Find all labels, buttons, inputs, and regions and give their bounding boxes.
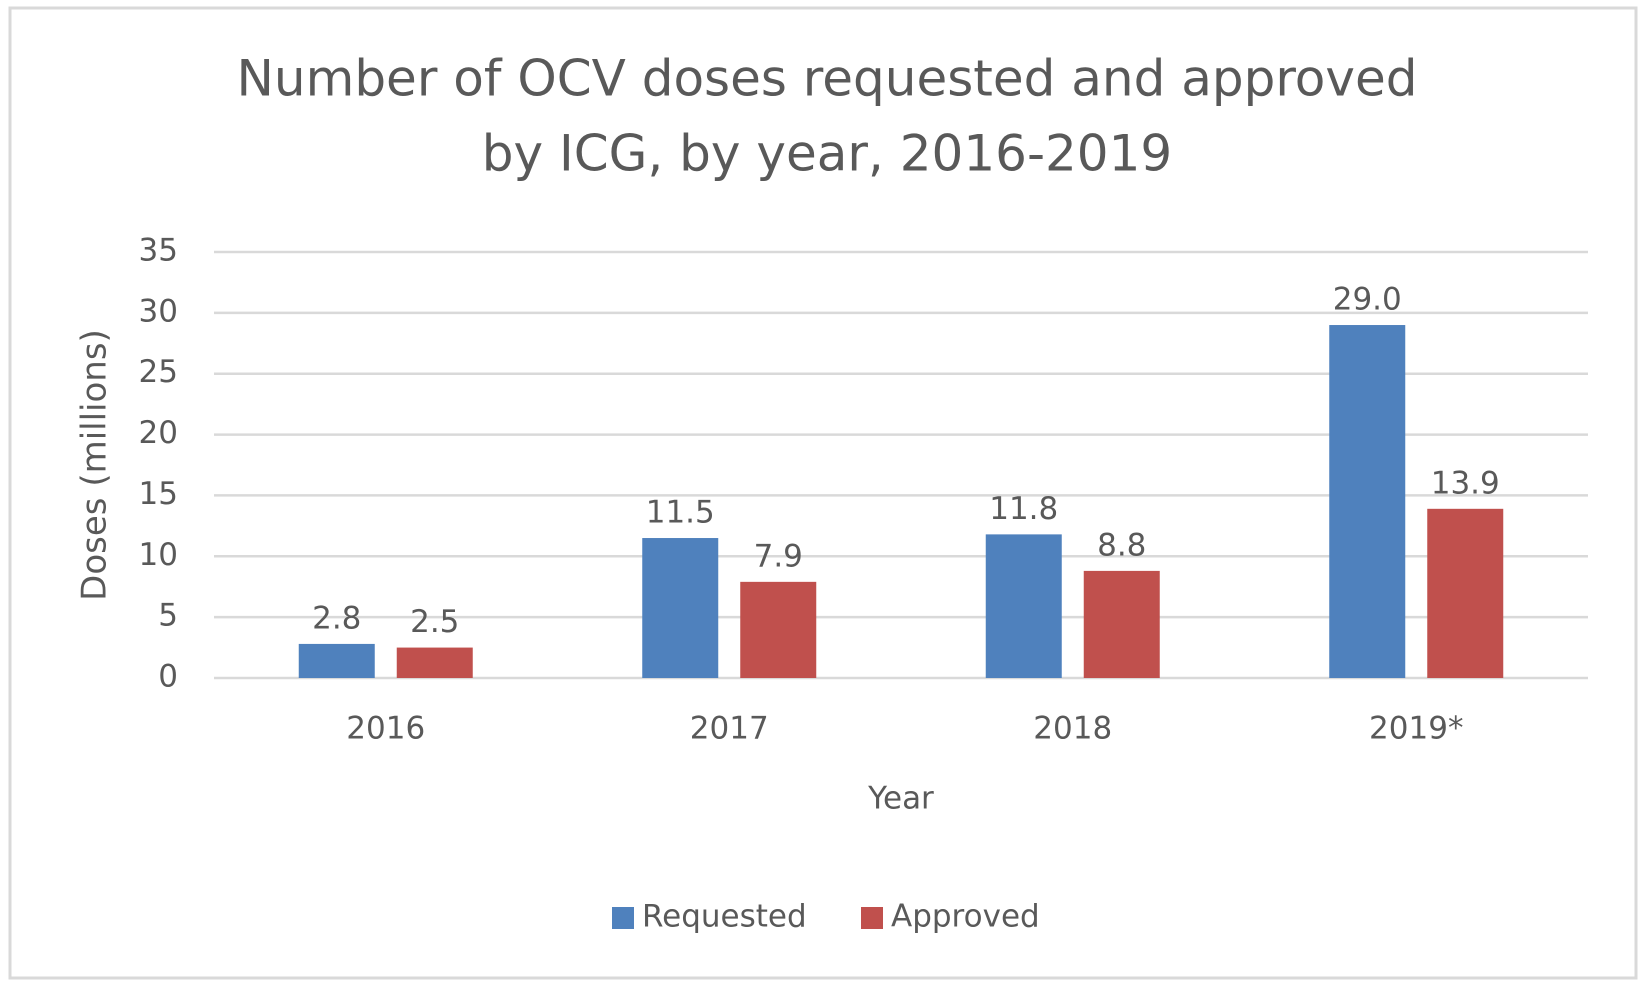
data-label: 11.5 — [646, 495, 715, 531]
data-label: 11.8 — [989, 491, 1058, 527]
x-tick-label: 2019* — [1369, 711, 1463, 747]
data-label: 8.8 — [1097, 527, 1146, 563]
bar — [1427, 508, 1504, 678]
data-label: 13.9 — [1431, 465, 1500, 501]
data-label: 7.9 — [754, 538, 803, 574]
data-label: 2.5 — [410, 604, 459, 640]
data-label: 2.8 — [312, 600, 361, 636]
y-tick-label: 0 — [158, 659, 178, 695]
y-tick-label: 20 — [139, 415, 178, 451]
bar — [298, 643, 375, 678]
y-tick-label: 25 — [139, 354, 178, 390]
y-tick-label: 30 — [139, 293, 178, 329]
x-axis-title: Year — [867, 781, 934, 817]
x-tick-label: 2017 — [690, 711, 769, 747]
bar — [1083, 570, 1160, 678]
x-tick-label: 2018 — [1033, 711, 1112, 747]
x-tick-label: 2016 — [346, 711, 425, 747]
bar — [740, 581, 817, 678]
legend-label: Requested — [642, 899, 807, 935]
legend-swatch — [861, 907, 883, 929]
chart-title: by ICG, by year, 2016-2019 — [482, 125, 1173, 183]
legend-label: Approved — [891, 899, 1040, 935]
bar — [1329, 325, 1406, 678]
y-axis-title: Doses (millions) — [75, 329, 115, 601]
data-label: 29.0 — [1333, 282, 1402, 318]
y-tick-label: 15 — [139, 476, 178, 512]
y-tick-label: 5 — [158, 598, 178, 634]
bar — [396, 647, 473, 678]
y-tick-label: 35 — [139, 233, 178, 269]
y-tick-label: 10 — [139, 537, 178, 573]
bar — [985, 534, 1062, 678]
bar — [642, 538, 719, 678]
chart-title: Number of OCV doses requested and approv… — [237, 50, 1418, 108]
legend-swatch — [612, 907, 634, 929]
